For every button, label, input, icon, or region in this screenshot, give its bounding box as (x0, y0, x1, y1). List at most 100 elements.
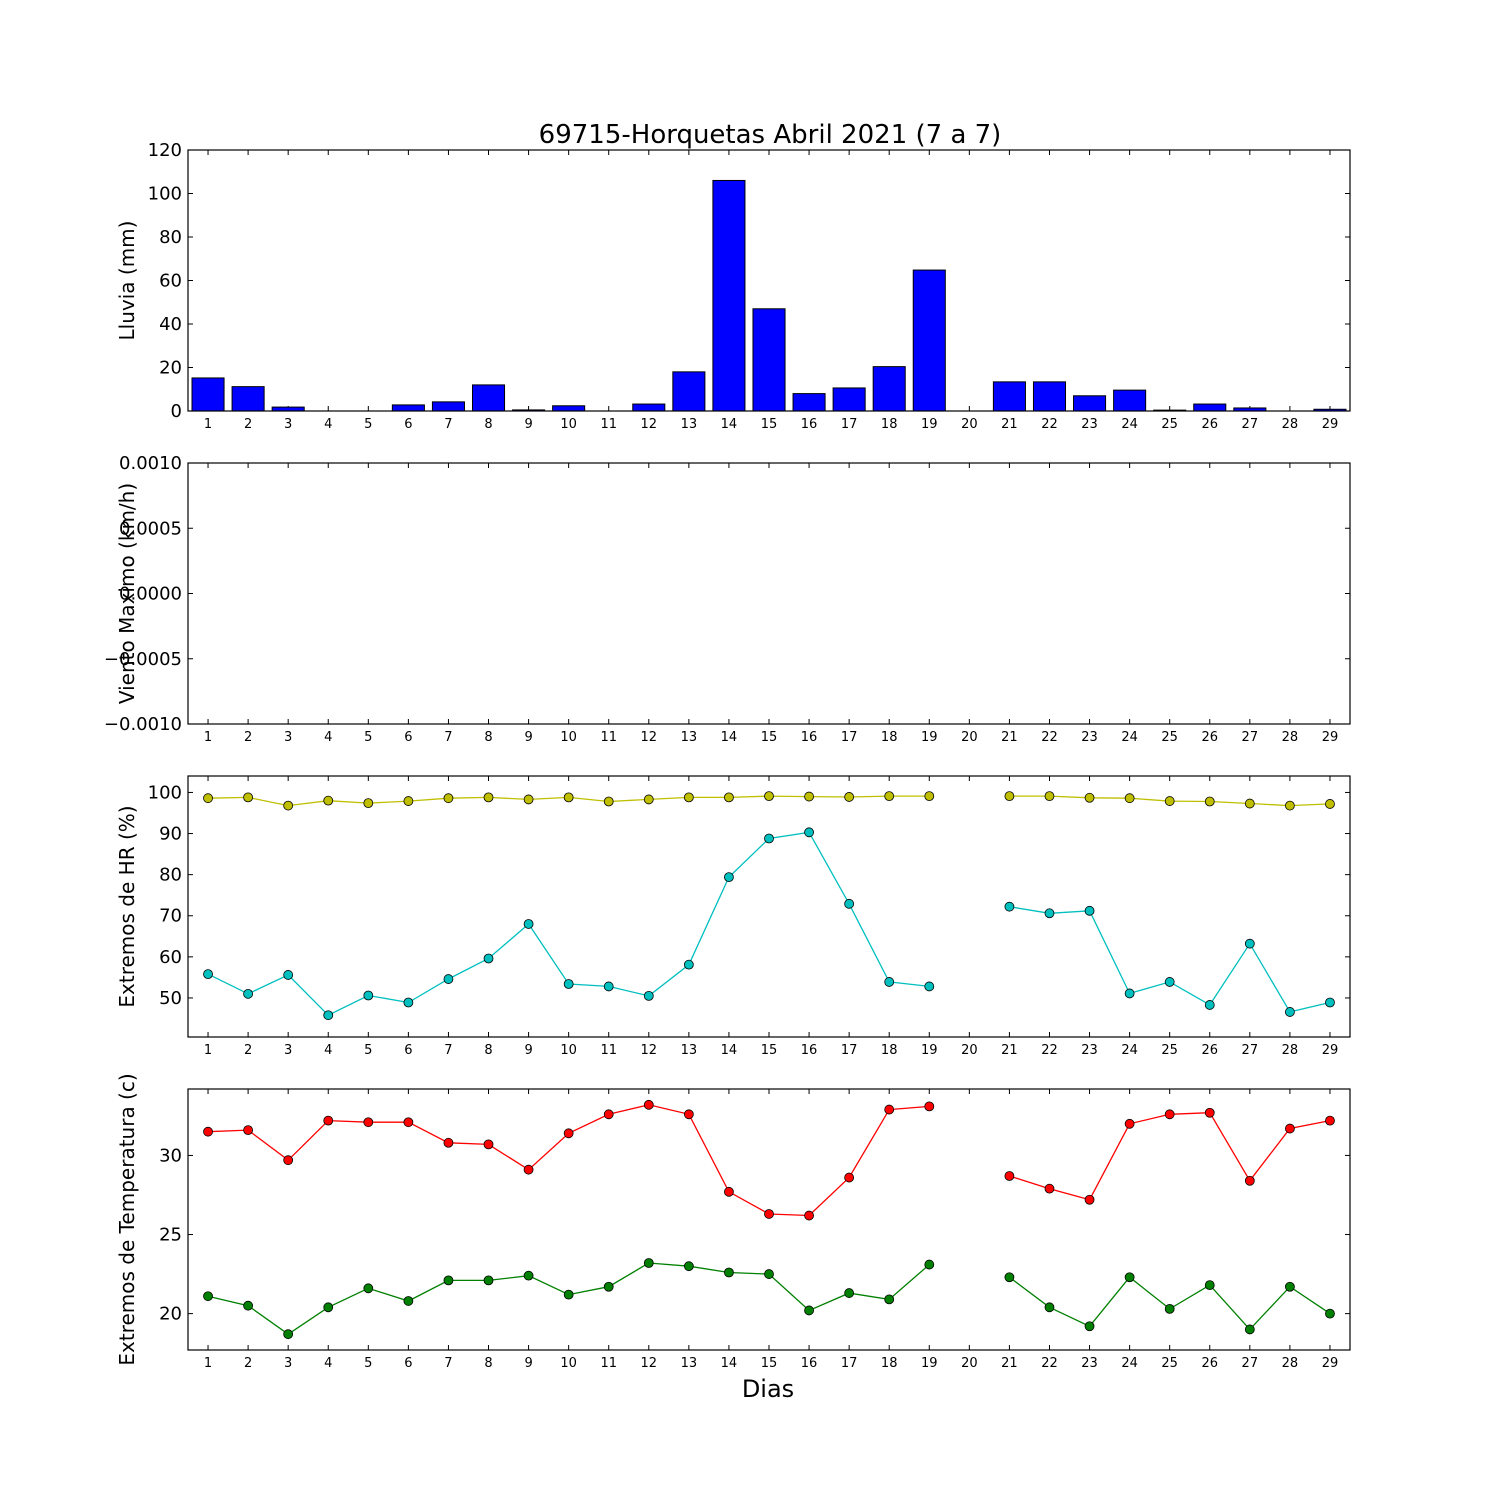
x-tick-label-temp: 20 (961, 1356, 978, 1371)
point-hr-max-day-3 (283, 800, 294, 811)
x-tick-label-wind: 26 (1201, 730, 1218, 745)
x-tick-label-hr: 8 (484, 1043, 492, 1058)
x-tick-label-wind: 24 (1121, 730, 1138, 745)
y-tick-label-wind: 0.0010 (119, 453, 182, 474)
bar-rain-day-21 (992, 381, 1026, 412)
x-tick-label-wind: 21 (1001, 730, 1018, 745)
y-tick-label-temp: 25 (159, 1225, 182, 1246)
bar-rain-day-24 (1113, 389, 1147, 412)
x-tick-label-rain: 28 (1282, 417, 1299, 432)
y-axis-label-hr: Extremos de HR (%) (115, 805, 139, 1007)
x-tick-label-temp: 10 (560, 1356, 577, 1371)
point-hr-max-day-23 (1084, 792, 1095, 803)
x-tick-label-rain: 3 (284, 417, 292, 432)
x-tick-label-rain: 17 (841, 417, 858, 432)
y-tick-label-temp: 30 (159, 1145, 182, 1166)
x-tick-label-temp: 21 (1001, 1356, 1018, 1371)
point-temp-max-day-26 (1204, 1107, 1215, 1118)
point-hr-min-day-27 (1244, 938, 1255, 949)
bar-rain-day-16 (792, 393, 826, 412)
point-temp-max-day-24 (1124, 1118, 1135, 1129)
bar-rain-day-13 (672, 371, 706, 412)
point-hr-max-day-15 (764, 791, 774, 802)
point-temp-min-day-23 (1084, 1321, 1095, 1332)
x-tick-label-hr: 11 (600, 1043, 617, 1058)
point-hr-max-day-8 (483, 792, 494, 803)
x-tick-label-rain: 6 (404, 417, 412, 432)
point-hr-min-day-6 (403, 997, 414, 1008)
point-temp-min-day-9 (523, 1270, 534, 1281)
x-tick-label-wind: 19 (921, 730, 938, 745)
point-temp-max-day-22 (1044, 1183, 1055, 1194)
x-tick-label-temp: 24 (1121, 1356, 1138, 1371)
x-tick-label-rain: 9 (524, 417, 532, 432)
bar-rain-day-18 (872, 366, 906, 412)
point-temp-max-day-17 (844, 1172, 855, 1183)
y-tick-label-temp: 20 (159, 1304, 182, 1325)
x-tick-label-hr: 18 (881, 1043, 898, 1058)
point-hr-min-day-16 (804, 827, 814, 838)
point-temp-min-day-26 (1204, 1280, 1215, 1291)
x-tick-label-wind: 27 (1242, 730, 1259, 745)
y-tick-label-rain: 0 (171, 401, 182, 422)
x-tick-label-temp: 17 (841, 1356, 858, 1371)
x-tick-label-temp: 12 (641, 1356, 658, 1371)
point-hr-max-day-26 (1204, 796, 1215, 807)
bar-rain-day-7 (431, 401, 465, 412)
point-temp-max-day-25 (1164, 1109, 1175, 1120)
point-hr-max-day-21 (1004, 791, 1015, 802)
point-hr-max-day-13 (683, 792, 694, 803)
x-tick-label-rain: 27 (1242, 417, 1259, 432)
x-tick-label-temp: 11 (600, 1356, 617, 1371)
point-temp-min-day-5 (363, 1283, 374, 1294)
bar-rain-day-17 (832, 387, 866, 412)
x-tick-label-wind: 3 (284, 730, 292, 745)
point-temp-min-day-27 (1244, 1324, 1255, 1335)
point-temp-max-day-16 (804, 1210, 814, 1221)
point-temp-max-day-4 (323, 1115, 334, 1126)
x-tick-label-hr: 13 (681, 1043, 698, 1058)
x-tick-label-wind: 1 (204, 730, 212, 745)
point-hr-max-day-17 (844, 792, 855, 802)
point-hr-min-day-1 (203, 969, 213, 980)
bar-rain-day-15 (752, 308, 786, 412)
y-axis-label-temp: Extremos de Temperatura (c) (115, 1073, 139, 1365)
x-tick-label-rain: 22 (1041, 417, 1058, 432)
x-axis-label: Dias (742, 1375, 794, 1403)
x-tick-label-temp: 25 (1161, 1356, 1178, 1371)
x-tick-label-temp: 3 (284, 1356, 292, 1371)
x-tick-label-rain: 1 (204, 417, 212, 432)
point-temp-min-day-8 (483, 1275, 494, 1286)
y-tick-label-hr: 90 (159, 824, 182, 845)
point-hr-min-day-21 (1004, 901, 1015, 912)
y-tick-label-wind: 0.0000 (119, 584, 182, 605)
y-tick-label-rain: 100 (148, 184, 182, 205)
y-axis-label-rain: Lluvia (mm) (115, 221, 139, 341)
x-tick-label-wind: 20 (961, 730, 978, 745)
bar-rain-day-6 (391, 404, 425, 412)
x-tick-label-hr: 20 (961, 1043, 978, 1058)
point-hr-min-day-19 (924, 981, 935, 992)
x-tick-label-rain: 4 (324, 417, 332, 432)
bar-rain-day-10 (552, 405, 586, 412)
x-tick-label-temp: 2 (244, 1356, 252, 1371)
x-tick-label-rain: 7 (444, 417, 452, 432)
bar-rain-day-14 (712, 179, 746, 412)
point-temp-max-day-6 (403, 1117, 414, 1128)
x-tick-label-temp: 26 (1201, 1356, 1218, 1371)
point-temp-max-day-21 (1004, 1171, 1015, 1181)
x-tick-label-temp: 5 (364, 1356, 372, 1371)
x-tick-label-hr: 4 (324, 1043, 332, 1058)
x-tick-label-temp: 9 (524, 1356, 532, 1371)
x-tick-label-hr: 1 (204, 1043, 212, 1058)
x-tick-label-hr: 24 (1121, 1043, 1138, 1058)
x-tick-label-rain: 25 (1161, 417, 1178, 432)
x-tick-label-hr: 25 (1161, 1043, 1178, 1058)
point-temp-max-day-1 (203, 1126, 213, 1137)
x-tick-label-hr: 22 (1041, 1043, 1058, 1058)
point-temp-max-day-14 (724, 1186, 734, 1197)
point-temp-max-day-2 (243, 1125, 254, 1136)
